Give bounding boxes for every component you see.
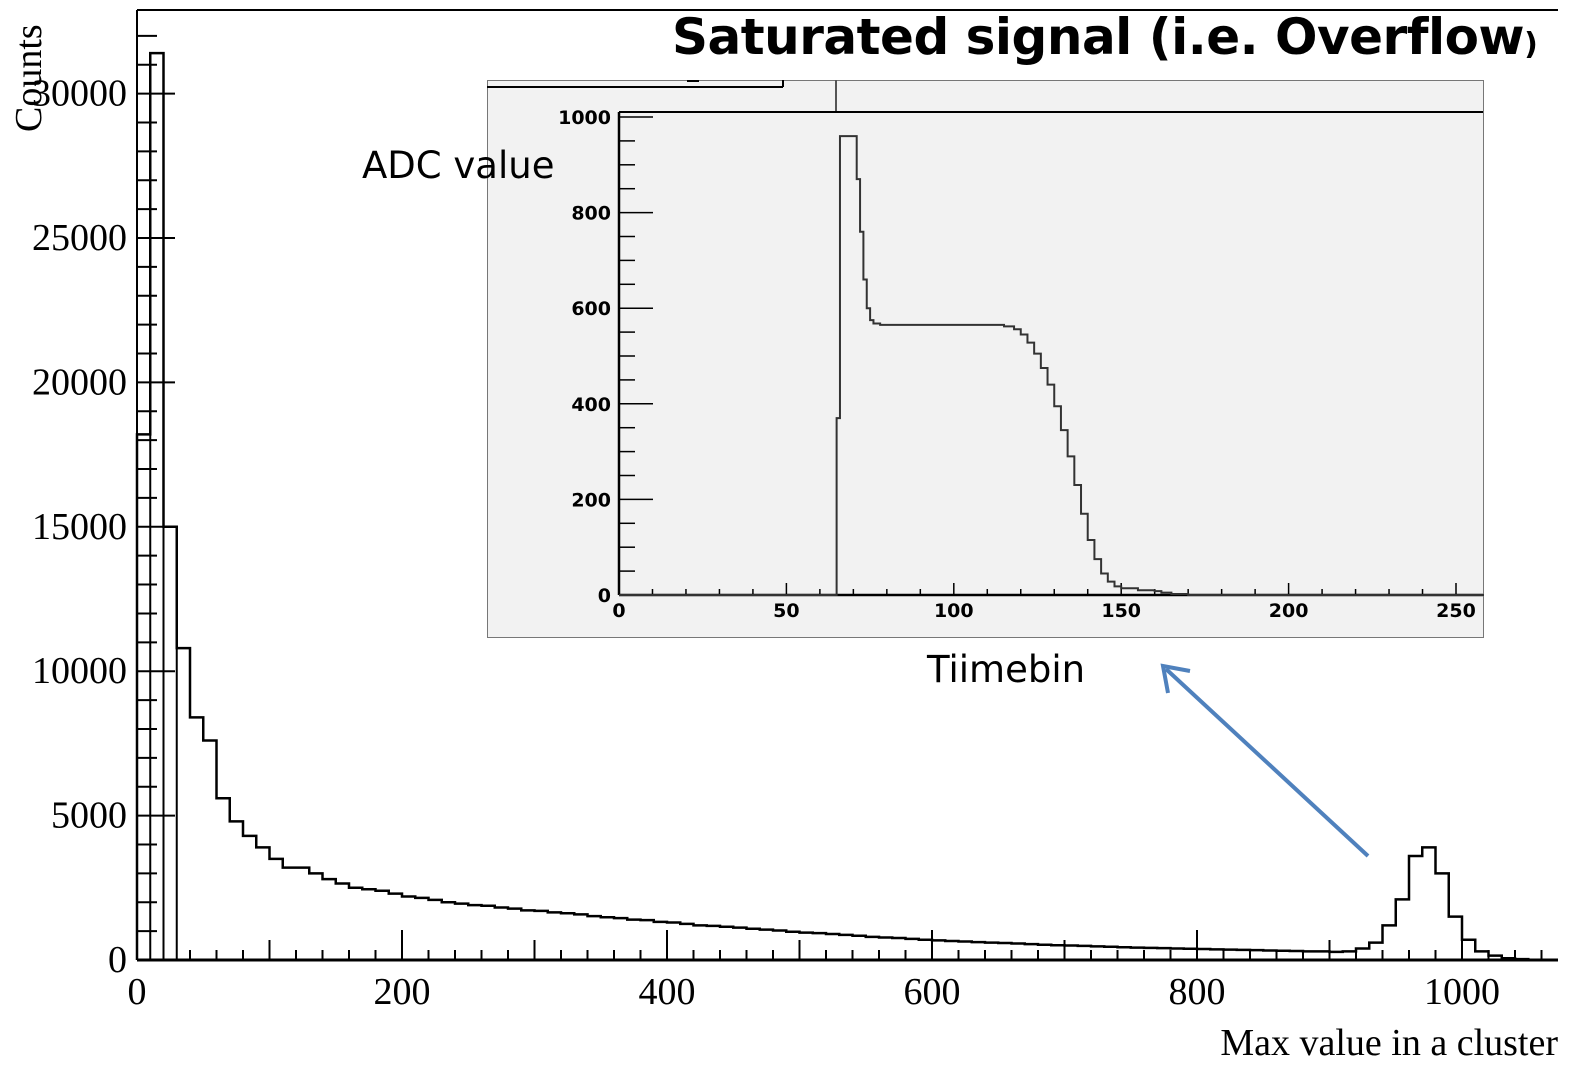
x-tick-label: 0 (128, 971, 147, 1013)
y-tick-label: 10000 (32, 650, 127, 692)
saturated-signal-title: Saturated signal (i.e. Overflow) (672, 8, 1538, 66)
y-tick-label: 25000 (32, 217, 127, 259)
histogram-outline (135, 51, 1556, 962)
inset-y-tick-label: 600 (571, 298, 611, 320)
inset-background (487, 80, 1484, 638)
inset-signal-plot: 0 50 100 150 200 250 0 200 400 600 800 1000 (487, 80, 1484, 638)
x-tick-label: 400 (639, 971, 696, 1013)
inset-y-tick-label: 800 (571, 203, 611, 225)
inset-x-tick-label: 250 (1436, 600, 1476, 622)
inset-top-fragment (487, 80, 837, 113)
signal-waveform (619, 135, 1484, 596)
inset-x-tick-label: 100 (934, 600, 974, 622)
main-ticks (136, 34, 1543, 961)
timebin-label: Tiimebin (927, 648, 1086, 691)
x-tick-label: 600 (904, 971, 961, 1013)
inset-y-tick-label: 400 (571, 394, 611, 416)
inset-y-tick-label: 1000 (558, 107, 611, 129)
adc-value-label: ADC value (362, 144, 555, 187)
y-tick-label: 15000 (32, 506, 127, 548)
y-tick-label: 5000 (51, 795, 127, 837)
y-tick-label: 20000 (32, 361, 127, 403)
x-tick-label: 800 (1169, 971, 1226, 1013)
inset-x-tick-label: 50 (773, 600, 799, 622)
y-tick-label: 30000 (32, 73, 127, 115)
x-tick-label: 1000 (1424, 971, 1500, 1013)
inset-y-tick-label: 200 (571, 489, 611, 511)
inset-x-tick-label: 0 (612, 600, 625, 622)
x-tick-label: 200 (374, 971, 431, 1013)
y-axis-label: Counts (8, 24, 50, 132)
inset-y-tick-label: 0 (598, 585, 611, 607)
y-tick-label: 0 (108, 939, 127, 981)
inset-x-tick-label: 200 (1269, 600, 1309, 622)
inset-x-tick-label: 150 (1101, 600, 1141, 622)
inset-tick-labels: 0 50 100 150 200 250 0 200 400 600 800 1000 (558, 107, 1476, 622)
x-axis-label: Max value in a cluster (1220, 1022, 1558, 1064)
main-tick-labels: 0 200 400 600 800 100005000100001500020000250… (32, 73, 1500, 1013)
